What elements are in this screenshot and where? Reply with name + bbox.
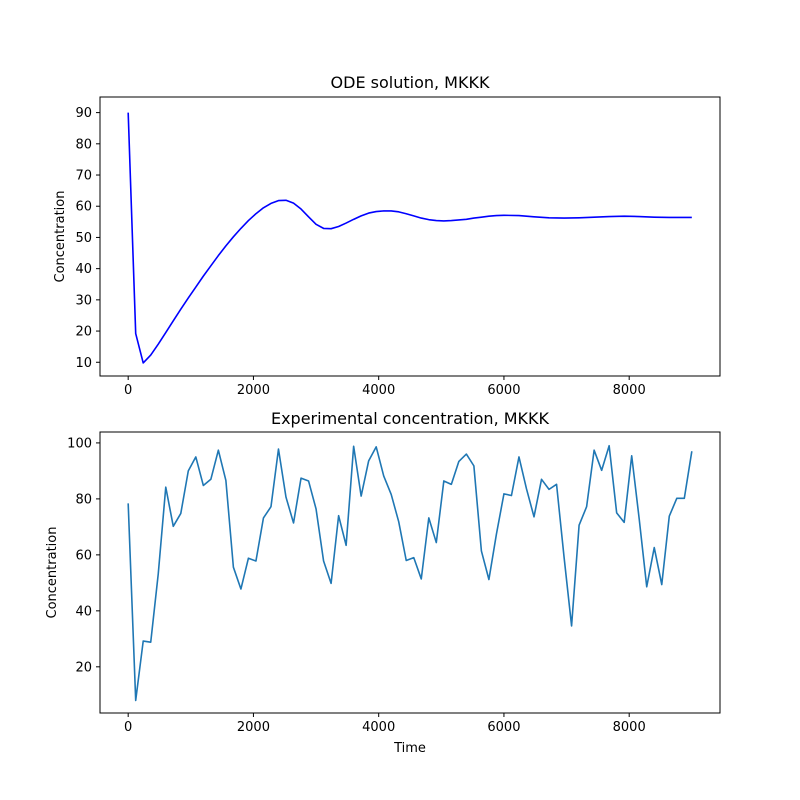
x-tick-label: 8000 — [613, 383, 646, 398]
x-tick-label: 6000 — [487, 383, 520, 398]
y-tick-label: 20 — [75, 660, 92, 675]
y-tick-label: 50 — [75, 231, 92, 246]
y-tick-label: 20 — [75, 325, 92, 340]
x-axis-label: Time — [393, 741, 426, 756]
axes-frame — [99, 96, 721, 377]
x-tick-label: 4000 — [362, 383, 395, 398]
x-tick-label: 2000 — [237, 383, 270, 398]
ode-solution-chart: ODE solution, MKKK 0 2000 4000 6000 8000 10 2… — [53, 73, 721, 398]
x-axis: 0 2000 4000 6000 8000 — [124, 713, 646, 735]
x-tick-label: 2000 — [237, 720, 270, 735]
x-tick-label: 0 — [124, 383, 132, 398]
series-line — [127, 444, 693, 702]
chart-title: Experimental concentration, MKKK — [271, 409, 550, 428]
y-tick-label: 90 — [75, 106, 92, 121]
y-tick-label: 40 — [75, 262, 92, 277]
y-tick-label: 60 — [75, 200, 92, 215]
y-tick-label: 30 — [75, 293, 92, 308]
plot-area — [127, 112, 692, 364]
x-tick-label: 0 — [124, 720, 132, 735]
y-tick-label: 80 — [75, 492, 92, 507]
chart-title: ODE solution, MKKK — [331, 73, 490, 92]
y-tick-label: 60 — [75, 548, 92, 563]
experimental-concentration-chart: Experimental concentration, MKKK 0 2000 40… — [45, 409, 721, 756]
plot-area — [127, 444, 693, 702]
y-tick-label: 100 — [67, 436, 92, 451]
series-line — [127, 112, 692, 364]
y-axis: 20 40 60 80 100 — [67, 436, 100, 675]
y-tick-label: 70 — [75, 169, 92, 184]
y-tick-label: 10 — [75, 356, 92, 371]
y-axis-label: Concentration — [53, 191, 68, 283]
y-axis-label: Concentration — [45, 527, 60, 619]
y-tick-label: 40 — [75, 604, 92, 619]
x-tick-label: 4000 — [362, 720, 395, 735]
y-tick-label: 80 — [75, 137, 92, 152]
axes-frame — [99, 431, 721, 714]
y-axis: 10 20 30 40 50 60 70 80 90 — [75, 106, 100, 371]
x-tick-label: 6000 — [487, 720, 520, 735]
x-axis: 0 2000 4000 6000 8000 — [124, 376, 646, 398]
x-tick-label: 8000 — [613, 720, 646, 735]
